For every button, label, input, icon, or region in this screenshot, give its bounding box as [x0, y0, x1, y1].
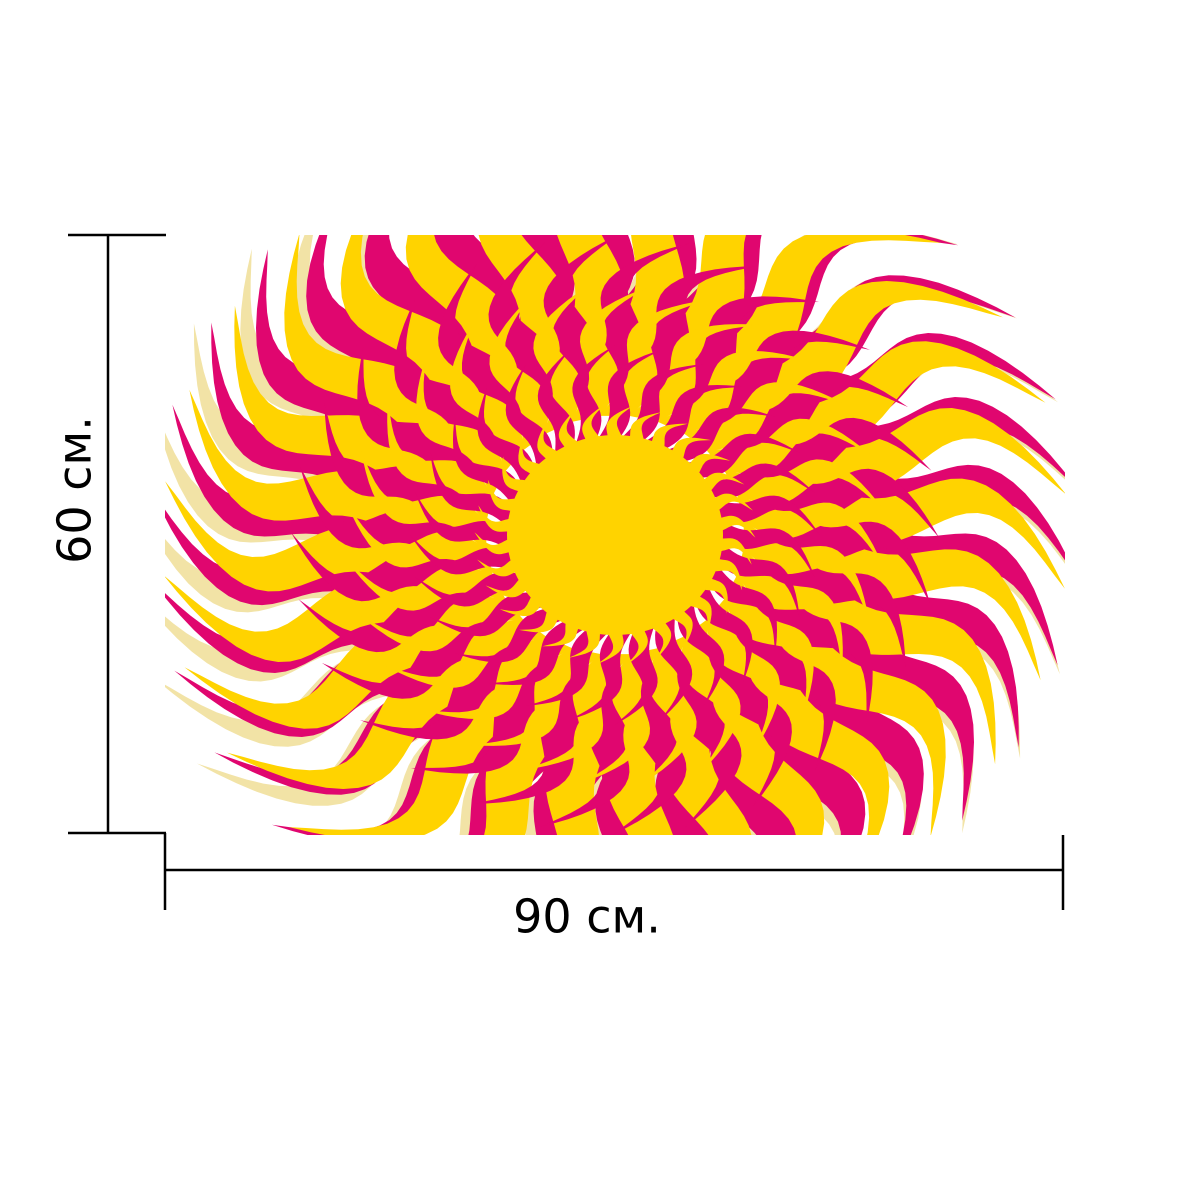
flame — [415, 492, 521, 555]
flame — [709, 515, 815, 578]
flame — [387, 399, 493, 523]
flame — [701, 527, 752, 565]
flame — [691, 463, 816, 498]
flame — [599, 299, 707, 416]
flame — [657, 407, 776, 465]
sun-artwork — [165, 235, 1065, 835]
flame — [628, 324, 761, 422]
flame — [359, 596, 525, 652]
flame — [430, 452, 521, 535]
flame — [478, 505, 529, 543]
flame — [454, 605, 573, 663]
flame — [787, 476, 1065, 589]
flame — [740, 417, 932, 478]
flame — [737, 494, 883, 566]
flame — [797, 513, 1041, 681]
flame — [705, 418, 871, 474]
flame — [184, 622, 488, 729]
flame — [414, 572, 539, 607]
flame — [702, 555, 777, 654]
flame — [429, 591, 555, 637]
flame — [702, 495, 821, 536]
flame-layer — [346, 286, 884, 784]
flame — [715, 627, 792, 807]
flame — [787, 551, 996, 765]
flame — [450, 321, 525, 472]
flame — [677, 651, 742, 828]
height-label: 60 см. — [48, 416, 102, 564]
flame — [737, 547, 843, 671]
flame — [298, 592, 490, 653]
flame — [361, 450, 487, 550]
flame — [683, 382, 846, 451]
flame — [422, 636, 574, 720]
flame — [656, 350, 808, 434]
flame — [709, 535, 800, 618]
flame — [453, 416, 528, 515]
flame — [582, 648, 659, 784]
flame — [189, 389, 433, 557]
flame — [681, 619, 741, 772]
flame — [347, 504, 493, 576]
flame — [597, 613, 633, 664]
flame — [675, 433, 801, 479]
flame — [488, 242, 553, 419]
flame — [714, 371, 909, 443]
flame — [469, 648, 602, 746]
dimension-width: 90 см. — [163, 833, 1065, 944]
flame — [705, 598, 780, 749]
flame — [284, 235, 462, 482]
flame — [438, 263, 515, 443]
flame — [384, 619, 547, 688]
flame — [571, 286, 648, 422]
flame — [597, 406, 633, 457]
flame — [409, 534, 528, 575]
sun-core — [507, 435, 723, 635]
flame — [523, 654, 631, 771]
flame — [234, 305, 443, 519]
flame — [489, 298, 549, 451]
flame — [743, 520, 869, 620]
width-label: 90 см. — [513, 890, 661, 944]
dimension-height: 60 см. — [48, 233, 166, 835]
flame — [416, 356, 506, 497]
flame — [742, 341, 1046, 448]
flame — [768, 588, 946, 835]
flame — [321, 627, 516, 699]
flame — [724, 573, 814, 714]
flame — [165, 481, 443, 594]
